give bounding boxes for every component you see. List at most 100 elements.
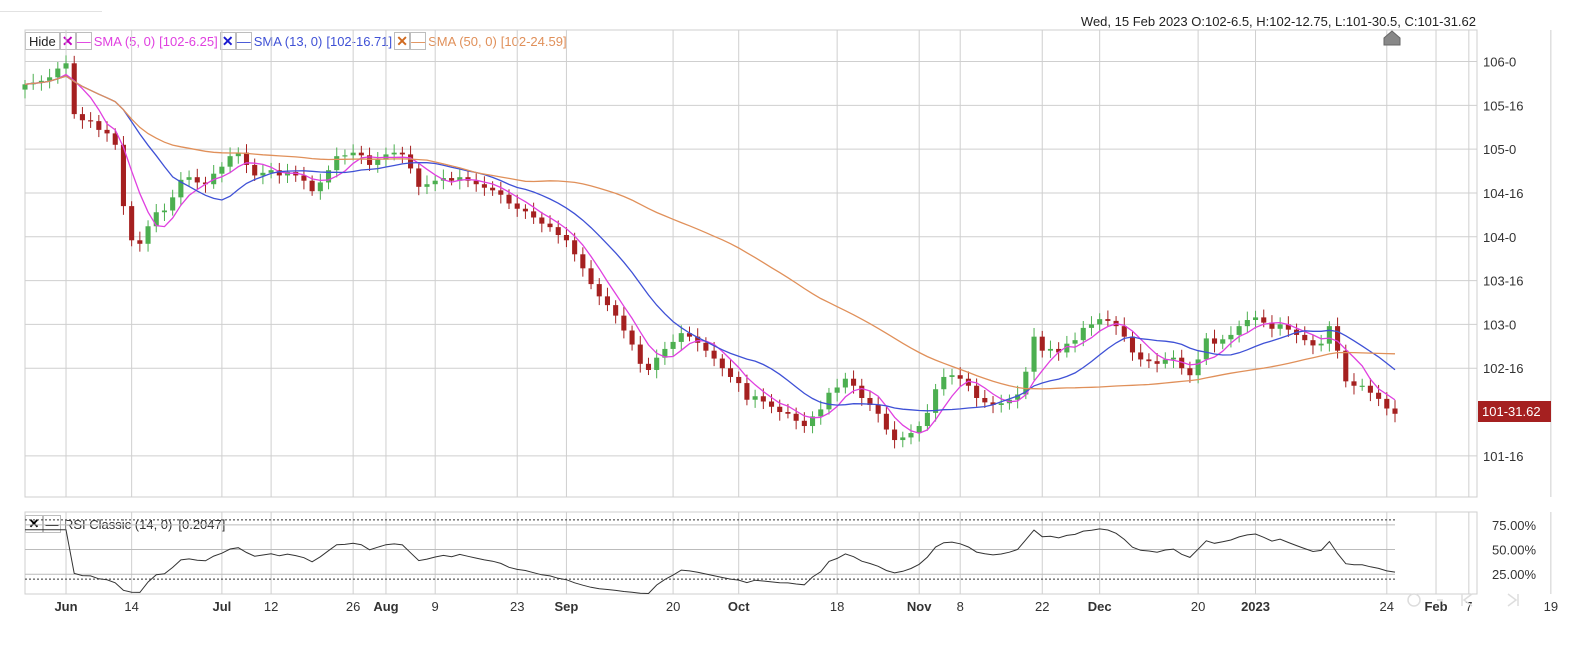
- candle-body: [235, 152, 241, 157]
- time-tick-label: Aug: [373, 599, 398, 614]
- candle-body: [416, 168, 422, 187]
- candle-body: [965, 378, 971, 386]
- candle-body: [990, 402, 996, 406]
- candle-body: [1343, 350, 1349, 382]
- candle-body: [1351, 381, 1357, 386]
- sma50-label: SMA (50, 0): [428, 33, 497, 49]
- candle-body: [1170, 357, 1177, 360]
- time-tick-label: 26: [346, 599, 360, 614]
- time-tick-label: 2023: [1241, 599, 1270, 614]
- candle-body: [645, 363, 652, 370]
- time-tick-label: Jun: [54, 599, 77, 614]
- last-price-label: 101-31.62: [1482, 404, 1541, 419]
- time-tick-label: Nov: [907, 599, 932, 614]
- candle-body: [1302, 334, 1308, 341]
- candle-body: [514, 203, 520, 209]
- last-price-marker: 101-31.62: [1478, 401, 1551, 422]
- remove-sma50-icon[interactable]: ✕: [394, 32, 411, 50]
- candle-body: [1072, 340, 1078, 344]
- style-rsi-icon[interactable]: —: [43, 515, 61, 533]
- time-tick-label: 19: [1544, 599, 1558, 614]
- rsi-tick-label: 75.00%: [1492, 518, 1537, 533]
- candle-body: [834, 387, 840, 393]
- candle-body: [613, 305, 619, 316]
- jump-start-icon[interactable]: [1461, 593, 1473, 607]
- price-tick-label: 101-16: [1483, 449, 1523, 464]
- remove-sma13-icon[interactable]: ✕: [219, 32, 236, 50]
- candle-body: [719, 358, 725, 369]
- candle-body: [145, 226, 151, 244]
- candle-body: [498, 190, 504, 195]
- candle-body: [1129, 336, 1136, 353]
- candle-body: [1039, 336, 1045, 351]
- candle-body: [924, 412, 930, 427]
- time-tick-label: 20: [1191, 599, 1205, 614]
- candle-body: [1236, 326, 1242, 335]
- style-sma50-icon[interactable]: —: [410, 32, 427, 50]
- reset-zoom-icon[interactable]: [1407, 593, 1421, 607]
- candle-body: [752, 396, 758, 400]
- candle-body: [1121, 326, 1127, 337]
- candle-body: [391, 152, 397, 155]
- candle-body: [408, 154, 414, 169]
- sma5-label: SMA (5, 0): [93, 33, 156, 49]
- candle-body: [957, 375, 963, 379]
- candle-body: [1015, 394, 1021, 400]
- candle-body: [473, 180, 479, 185]
- candle-body: [1023, 371, 1029, 395]
- price-tick-label: 103-16: [1483, 274, 1523, 289]
- candle-body: [883, 413, 889, 430]
- candle-body: [63, 63, 69, 69]
- candle-body: [399, 152, 405, 155]
- candle-body: [875, 405, 881, 414]
- candle-body: [1367, 385, 1373, 393]
- sma-50-line: [24, 75, 1396, 390]
- jump-end-icon[interactable]: [1507, 593, 1519, 607]
- main-plot-frame: [24, 29, 1478, 498]
- candle-body: [744, 383, 750, 400]
- candle-body: [785, 412, 791, 414]
- time-tick-label: 20: [666, 599, 680, 614]
- candle-body: [678, 333, 684, 342]
- candle-body: [695, 336, 701, 343]
- candle-body: [900, 437, 906, 441]
- style-sma5-icon[interactable]: —: [75, 32, 92, 50]
- candle-body: [916, 426, 922, 434]
- remove-sma5-icon[interactable]: ✕: [59, 32, 76, 50]
- candle-body: [563, 235, 569, 241]
- candle-body: [350, 152, 356, 156]
- candle-body: [129, 206, 135, 241]
- candle-body: [629, 330, 635, 345]
- candle-body: [621, 315, 627, 331]
- rsi-plot-frame: [24, 511, 1478, 595]
- candle-body: [777, 406, 783, 413]
- candle-body: [457, 177, 463, 181]
- candle-body: [703, 342, 709, 351]
- active-tab-underline[interactable]: [0, 0, 102, 12]
- candle-body: [79, 114, 85, 121]
- hide-button[interactable]: Hide: [25, 32, 60, 50]
- candle-body: [531, 211, 537, 218]
- style-sma13-icon[interactable]: —: [235, 32, 252, 50]
- candle-body: [604, 296, 610, 306]
- candle-body: [1162, 359, 1168, 364]
- candle-body: [941, 376, 947, 390]
- candle-body: [588, 268, 594, 285]
- main-grid: [24, 29, 1552, 498]
- candle-body: [1244, 320, 1250, 327]
- candle-body: [301, 175, 307, 181]
- candle-body: [317, 182, 323, 192]
- candle-body: [974, 385, 980, 398]
- time-tick-label: 24: [1380, 599, 1394, 614]
- time-tick-label: 23: [510, 599, 524, 614]
- candle-body: [358, 152, 364, 156]
- candle-body: [1203, 338, 1209, 360]
- scroll-to-latest-icon[interactable]: [1383, 30, 1401, 46]
- candle-body: [194, 177, 200, 183]
- candle-body: [933, 389, 939, 413]
- candle-body: [55, 68, 61, 78]
- candle-body: [555, 227, 561, 236]
- navigation-icons[interactable]: [1407, 593, 1519, 607]
- candle-body: [1359, 385, 1365, 387]
